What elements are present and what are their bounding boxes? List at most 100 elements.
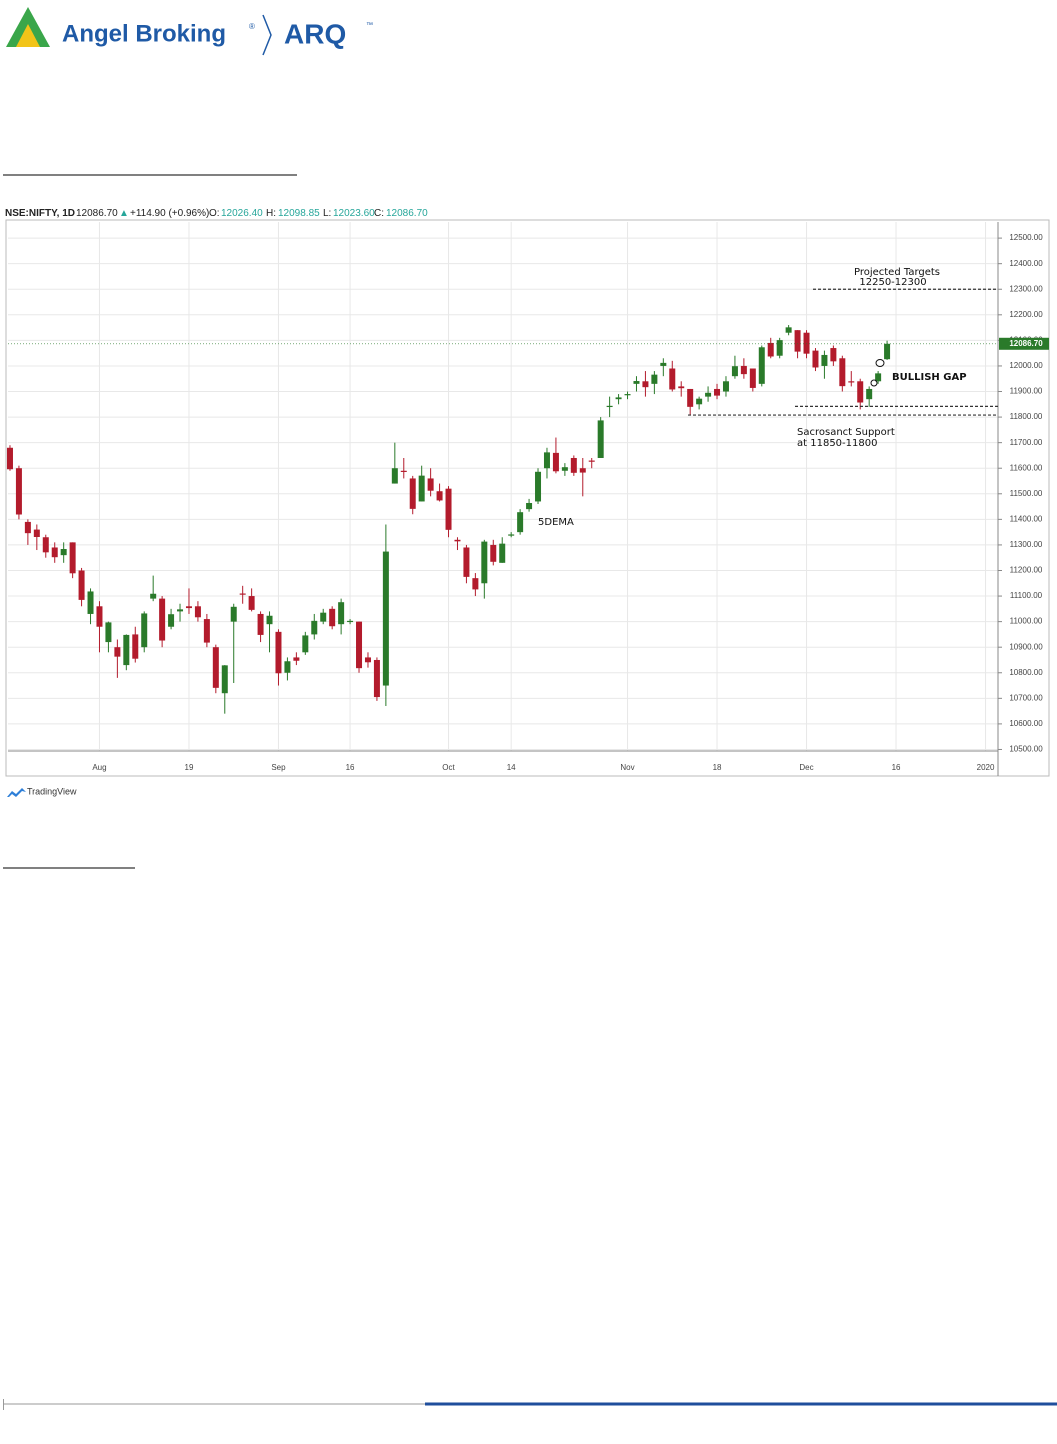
y-tick-label: 10700.00 — [1009, 693, 1043, 702]
y-tick-label: 10600.00 — [1009, 719, 1043, 728]
y-tick-label: 11800.00 — [1010, 412, 1043, 421]
candle-body — [159, 598, 166, 641]
candle-body — [543, 452, 550, 469]
x-tick-label: Nov — [620, 763, 634, 772]
candle-body — [400, 470, 407, 472]
high: 12098.85 — [278, 208, 320, 219]
candle-body — [185, 606, 192, 609]
candle-body — [293, 657, 300, 661]
support: at 11850-11800 — [797, 438, 877, 449]
candle-body — [642, 381, 649, 388]
open: 12026.40 — [221, 208, 263, 219]
h-label: H: — [266, 208, 276, 219]
candle-body — [418, 475, 425, 502]
candle-body — [302, 635, 309, 653]
candle-body — [409, 478, 416, 509]
candle-body — [830, 348, 837, 362]
candle-body — [472, 578, 479, 590]
candle-body — [96, 606, 103, 627]
x-tick-label: Sep — [271, 763, 286, 772]
change: +114.90 (+0.96%) — [130, 208, 209, 219]
x-tick-label: Oct — [442, 763, 455, 772]
candle-body — [266, 615, 273, 625]
y-tick-label: 10900.00 — [1009, 642, 1043, 651]
candle-body — [6, 447, 13, 470]
candle-body — [669, 368, 676, 390]
candle-body — [839, 358, 846, 387]
candle-body — [338, 602, 345, 625]
y-tick-label: 10800.00 — [1009, 668, 1043, 677]
candle-body — [382, 551, 389, 686]
candle-body — [499, 543, 506, 563]
candle-body — [356, 621, 363, 669]
candle-body — [78, 570, 85, 600]
x-tick-label: 2020 — [977, 763, 995, 772]
x-tick-label: Aug — [92, 763, 106, 772]
candle-body — [481, 541, 488, 584]
x-tick-label: Dec — [799, 763, 813, 772]
gap-circle — [870, 379, 878, 387]
chart-frame — [5, 219, 1050, 777]
annotations: Projected Targets 12250-12300 BULLISH GA… — [8, 267, 1049, 528]
y-tick-label: 11000.00 — [1010, 617, 1043, 626]
candle-body — [776, 340, 783, 356]
candle-body — [221, 665, 228, 694]
candle-body — [51, 547, 58, 558]
candle-body — [239, 593, 246, 595]
candle-body — [490, 544, 497, 562]
candle-body — [624, 394, 631, 396]
candle-body — [570, 457, 577, 473]
candle-body — [517, 512, 524, 533]
l-label: L: — [323, 208, 331, 219]
candle-body — [329, 608, 336, 627]
close: 12086.70 — [386, 208, 428, 219]
symbol: NSE:NIFTY, 1D — [5, 208, 75, 219]
gap-label: BULLISH GAP — [892, 372, 967, 383]
candle-body — [875, 373, 882, 382]
candle-body — [123, 634, 130, 666]
candle-body — [714, 388, 721, 396]
tv-logo — [7, 788, 26, 797]
candle-body — [391, 468, 398, 484]
candle-body — [24, 521, 31, 534]
x-tick-label: 19 — [185, 763, 194, 772]
candle-body — [141, 613, 148, 648]
logo-mark — [6, 7, 50, 47]
candle-body — [454, 539, 461, 542]
x-tick-label: 16 — [892, 763, 901, 772]
candle-body — [132, 634, 139, 659]
c-label: C: — [374, 208, 384, 219]
y-tick-label: 11100.00 — [1010, 591, 1043, 600]
candle-body — [749, 368, 756, 388]
candle-body — [606, 405, 613, 408]
y-tick-label: 11900.00 — [1010, 387, 1043, 396]
candle-body — [794, 330, 801, 352]
candle-body — [740, 365, 747, 375]
candle-body — [535, 471, 542, 502]
last-price-box — [999, 337, 1049, 350]
candle-body — [463, 547, 470, 577]
last-price-label: 12086.70 — [1009, 339, 1043, 348]
candle-body — [758, 347, 765, 384]
candle-body — [42, 537, 49, 553]
candle-body — [114, 647, 121, 657]
candle-body — [821, 354, 828, 366]
candle-body — [248, 596, 255, 610]
grid: 10500.00 10600.00 10700.00 10800.00 10900.00… — [8, 222, 1043, 772]
candle-body — [588, 460, 595, 462]
candle-body — [687, 388, 694, 407]
candle-body — [33, 529, 40, 537]
y-tick-label: 12000.00 — [1009, 361, 1043, 370]
candle-body — [884, 343, 891, 360]
source: TradingView — [27, 786, 77, 796]
candle-body — [812, 350, 819, 368]
targets: 12250-12300 — [859, 277, 926, 288]
candle-body — [696, 398, 703, 405]
candle-body — [212, 647, 219, 688]
candle-body — [15, 468, 22, 515]
low: 12023.60 — [333, 208, 375, 219]
y-tick-label: 11600.00 — [1010, 463, 1043, 472]
candle-body — [651, 374, 658, 384]
